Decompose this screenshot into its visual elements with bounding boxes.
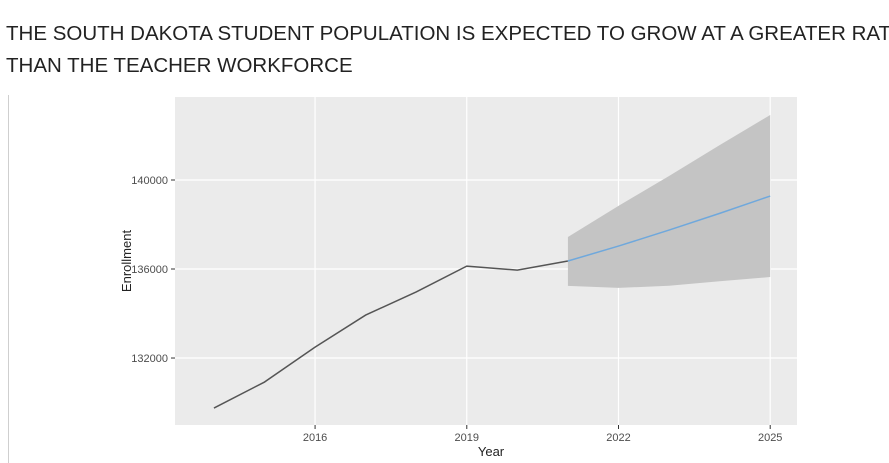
x-tick-label: 2016 [303,432,327,444]
confidence-band [567,115,771,288]
x-tick-label: 2025 [758,432,782,444]
y-axis-title: Enrollment [119,230,134,293]
y-tick-label: 140000 [131,175,168,187]
x-tick-label: 2022 [606,432,630,444]
x-axis-title: Year [478,444,505,459]
line [567,195,771,262]
y-tick-label: 132000 [131,353,168,365]
line [213,260,569,409]
x-tick-label: 2019 [455,432,479,444]
chart-title: THAN THE TEACHER WORKFORCE [6,54,353,77]
chart-title: THE SOUTH DAKOTA STUDENT POPULATION IS E… [6,22,889,45]
y-tick-label: 136000 [131,264,168,276]
